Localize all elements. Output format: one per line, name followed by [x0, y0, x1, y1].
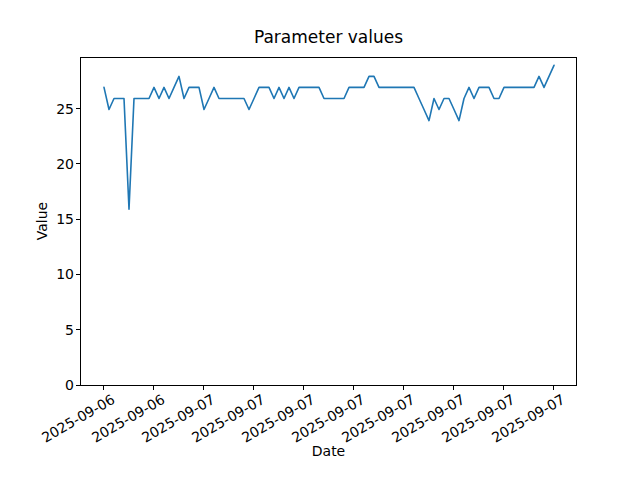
chart-title: Parameter values [80, 27, 577, 47]
x-tick-mark [403, 386, 404, 390]
y-tick-label: 5 [40, 321, 74, 339]
x-tick-mark [553, 386, 554, 390]
y-tick-mark [76, 163, 80, 164]
y-tick-mark [76, 219, 80, 220]
line-chart-figure: Parameter values Value Date 051015202520… [0, 0, 640, 480]
x-tick-mark [453, 386, 454, 390]
x-tick-mark [153, 386, 154, 390]
plot-canvas [81, 58, 578, 386]
y-tick-label: 20 [40, 155, 74, 173]
y-tick-label: 0 [40, 376, 74, 394]
x-tick-mark [103, 386, 104, 390]
x-tick-mark [253, 386, 254, 390]
y-tick-label: 15 [40, 210, 74, 228]
x-axis-label: Date [80, 443, 577, 459]
y-tick-mark [76, 274, 80, 275]
y-tick-mark [76, 385, 80, 386]
y-tick-mark [76, 329, 80, 330]
x-tick-mark [303, 386, 304, 390]
x-tick-mark [203, 386, 204, 390]
x-tick-mark [353, 386, 354, 390]
y-tick-mark [76, 108, 80, 109]
plot-area [80, 57, 577, 386]
x-tick-mark [503, 386, 504, 390]
y-tick-label: 10 [40, 265, 74, 283]
data-series-line [104, 65, 554, 209]
y-tick-label: 25 [40, 100, 74, 118]
